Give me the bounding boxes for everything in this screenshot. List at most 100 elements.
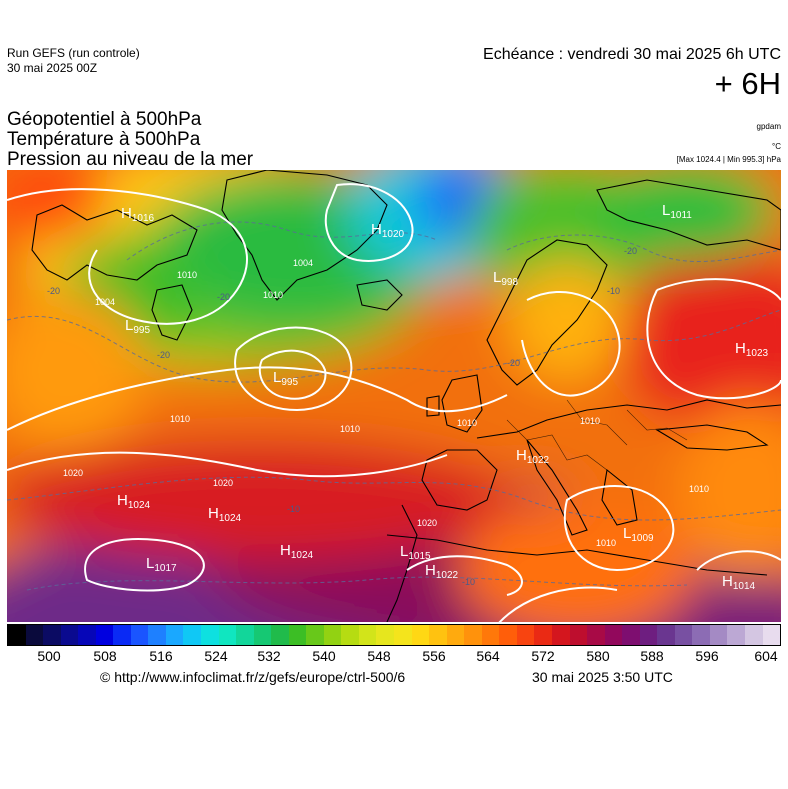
isobar-label: 1010 <box>580 416 600 426</box>
colorbar-tick-label: 524 <box>204 648 228 664</box>
borders <box>506 399 688 471</box>
colorbar-tick-label: 604 <box>754 648 778 664</box>
high-pressure-center: H1022 <box>425 562 459 581</box>
colorbar-segment <box>499 625 517 645</box>
colorbar-segment <box>25 625 44 645</box>
weather-map: H1016 H1020 L998 L1011 L995 L995 H1023 H1022 H10… <box>7 170 781 622</box>
isobar-label: 1010 <box>170 414 190 424</box>
colorbar-segment <box>481 625 500 645</box>
colorbar-segment <box>113 625 131 645</box>
colorbar-segment <box>341 625 359 645</box>
isobar-label: 1020 <box>417 518 437 528</box>
isobar-label: 1010 <box>689 484 709 494</box>
colorbar-tick-label: 580 <box>586 648 610 664</box>
colorbar-segment <box>78 625 96 645</box>
isotherm-label: -20 <box>217 292 230 302</box>
colorbar-segment <box>236 625 254 645</box>
colorbar-segment <box>183 625 202 645</box>
colorbar-tick-label: 516 <box>149 648 173 664</box>
colorbar-segment <box>60 625 79 645</box>
colorbar-segment <box>569 625 588 645</box>
colorbar-segment <box>271 625 289 645</box>
echeance-label: Echéance : vendredi 30 mai 2025 6h UTC <box>483 46 781 63</box>
colorbar-segment <box>130 625 149 645</box>
unit-pressure-range: [Max 1024.4 | Min 995.3] hPa <box>676 155 781 164</box>
isobar-label: 1010 <box>596 538 616 548</box>
isobar-label: 1010 <box>177 270 197 280</box>
colorbar-tick-label: 572 <box>531 648 555 664</box>
colorbar-segment <box>376 625 395 645</box>
high-pressure-center: H1014 <box>722 573 756 592</box>
isobar-label: 1020 <box>213 478 233 488</box>
colorbar-segment <box>551 625 570 645</box>
high-pressure-center: H1020 <box>371 221 405 240</box>
colorbar-segment <box>727 625 745 645</box>
low-pressure-center: L995 <box>125 317 150 336</box>
weather-map-svg: H1016 H1020 L998 L1011 L995 L995 H1023 H1022 H10… <box>7 170 781 622</box>
isobar-label: 1010 <box>457 418 477 428</box>
isotherm-label: -20 <box>507 358 520 368</box>
low-pressure-center: L1015 <box>400 543 431 562</box>
colorbar-segment <box>165 625 184 645</box>
colorbar-tick-label: 588 <box>640 648 664 664</box>
colorbar-segment <box>323 625 342 645</box>
colorbar-segment <box>709 625 728 645</box>
isotherms <box>7 221 781 591</box>
colorbar-tick-label: 508 <box>93 648 117 664</box>
colorbar-segment <box>587 625 605 645</box>
colorbar-tick-label: 564 <box>476 648 500 664</box>
colorbar-segment <box>744 625 763 645</box>
colorbar-segment <box>306 625 324 645</box>
colorbar-segment <box>394 625 412 645</box>
geopotential-colorbar <box>7 624 781 646</box>
isotherm-label: -20 <box>624 246 637 256</box>
colorbar-segment <box>8 625 26 645</box>
high-pressure-center: H1016 <box>121 205 155 224</box>
low-pressure-center: L1011 <box>662 202 692 221</box>
high-pressure-center: H1024 <box>280 542 314 561</box>
colorbar-segment <box>148 625 166 645</box>
run-label: Run GEFS (run controle) <box>7 46 140 60</box>
colorbar-segment <box>516 625 535 645</box>
low-pressure-center: L998 <box>493 269 518 288</box>
colorbar-segment <box>639 625 658 645</box>
isotherm-label: -10 <box>462 577 475 587</box>
colorbar-segment <box>253 625 272 645</box>
low-pressure-center: L1009 <box>623 525 654 544</box>
title-geopotential: Géopotentiel à 500hPa <box>7 109 202 130</box>
footer-url: © http://www.infoclimat.fr/z/gefs/europe… <box>100 669 406 685</box>
run-date: 30 mai 2025 00Z <box>7 61 98 75</box>
footer-timestamp: 30 mai 2025 3:50 UTC <box>532 669 673 685</box>
map-labels: H1016 H1020 L998 L1011 L995 L995 H1023 H1022 H10… <box>47 202 769 592</box>
high-pressure-center: H1024 <box>117 492 151 511</box>
low-pressure-center: L995 <box>273 369 298 388</box>
colorbar-segment <box>534 625 552 645</box>
colorbar-segment <box>201 625 219 645</box>
title-temperature: Température à 500hPa <box>7 129 201 150</box>
unit-temperature: °C <box>772 142 781 151</box>
isobar-label: 1010 <box>340 424 360 434</box>
colorbar-segment <box>604 625 623 645</box>
colorbar-segment <box>692 625 710 645</box>
isobar-label: 1020 <box>63 468 83 478</box>
unit-geopotential: gpdam <box>756 122 781 131</box>
high-pressure-center: H1024 <box>208 505 242 524</box>
low-pressure-center: L1017 <box>146 555 177 574</box>
forecast-step: + 6H <box>714 66 781 101</box>
high-pressure-center: H1023 <box>735 340 769 359</box>
colorbar-segment <box>429 625 447 645</box>
isotherm-label: -10 <box>287 504 300 514</box>
colorbar-segment <box>358 625 377 645</box>
isobars <box>7 183 781 622</box>
colorbar-segment <box>43 625 61 645</box>
high-pressure-center: H1022 <box>516 447 550 466</box>
colorbar-segment <box>464 625 482 645</box>
colorbar-tick-label: 596 <box>695 648 719 664</box>
isotherm-label: -20 <box>157 350 170 360</box>
colorbar-segment <box>674 625 693 645</box>
colorbar-tick-label: 532 <box>257 648 281 664</box>
isobar-label: 1010 <box>263 290 283 300</box>
isobar-label: 1004 <box>95 297 115 307</box>
isobar-label: 1004 <box>293 258 313 268</box>
title-pressure: Pression au niveau de la mer <box>7 149 254 170</box>
